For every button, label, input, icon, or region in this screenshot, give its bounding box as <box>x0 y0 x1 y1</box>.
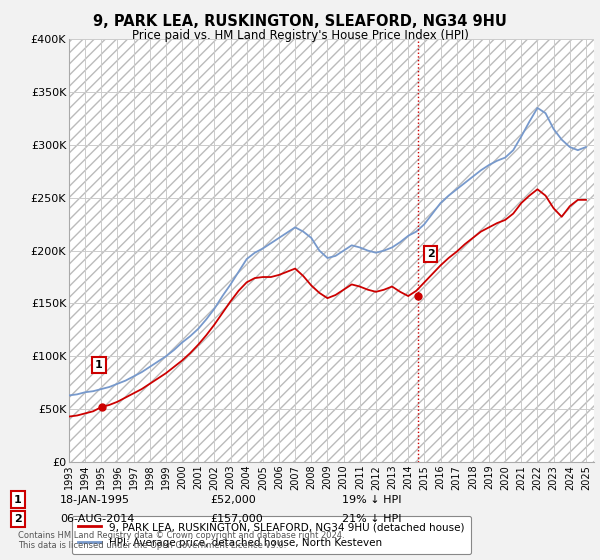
Text: Contains HM Land Registry data © Crown copyright and database right 2024.
This d: Contains HM Land Registry data © Crown c… <box>18 530 344 550</box>
Text: 06-AUG-2014: 06-AUG-2014 <box>60 514 134 524</box>
Text: Price paid vs. HM Land Registry's House Price Index (HPI): Price paid vs. HM Land Registry's House … <box>131 29 469 42</box>
Text: 21% ↓ HPI: 21% ↓ HPI <box>342 514 401 524</box>
Text: 19% ↓ HPI: 19% ↓ HPI <box>342 494 401 505</box>
Text: £52,000: £52,000 <box>210 494 256 505</box>
Text: 1: 1 <box>95 360 103 370</box>
Text: 2: 2 <box>14 514 22 524</box>
Legend: 9, PARK LEA, RUSKINGTON, SLEAFORD, NG34 9HU (detached house), HPI: Average price: 9, PARK LEA, RUSKINGTON, SLEAFORD, NG34 … <box>71 516 471 554</box>
Text: 1: 1 <box>14 494 22 505</box>
Text: 18-JAN-1995: 18-JAN-1995 <box>60 494 130 505</box>
Text: £157,000: £157,000 <box>210 514 263 524</box>
Text: 2: 2 <box>427 249 435 259</box>
Text: 9, PARK LEA, RUSKINGTON, SLEAFORD, NG34 9HU: 9, PARK LEA, RUSKINGTON, SLEAFORD, NG34 … <box>93 14 507 29</box>
